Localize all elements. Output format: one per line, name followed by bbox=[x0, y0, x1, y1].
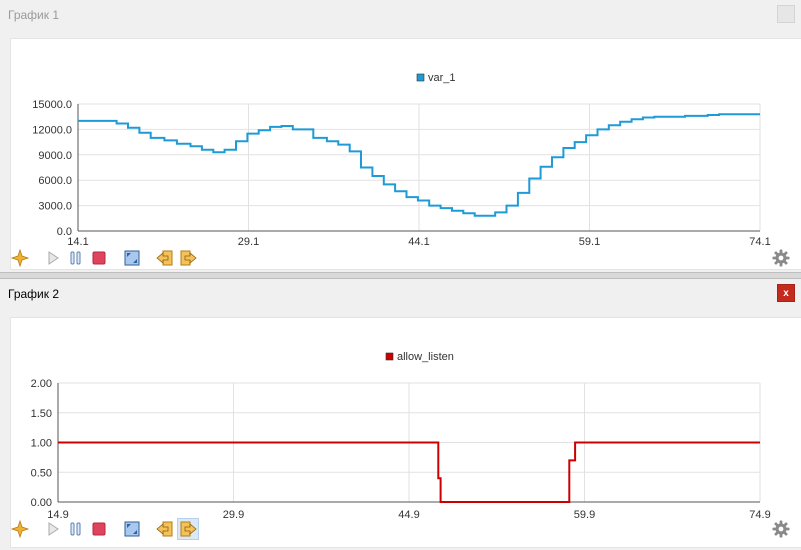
chart-root: var_1 0.0 3000.0 6000.0 9000.0 12000.0 15000.0… bbox=[32, 72, 770, 248]
zoom-fit-icon bbox=[122, 519, 142, 539]
panel-title: График 2 bbox=[8, 287, 60, 301]
scroll-right-icon bbox=[178, 519, 198, 539]
x-tick-label: 44.1 bbox=[408, 236, 429, 248]
y-tick-label: 0.00 bbox=[31, 497, 52, 509]
crosshair-button[interactable] bbox=[10, 519, 30, 539]
stop-button[interactable] bbox=[89, 248, 109, 268]
pause-icon bbox=[66, 519, 86, 539]
y-tick-label: 15000.0 bbox=[32, 99, 72, 111]
zoom-fit-icon bbox=[122, 248, 142, 268]
chart-plot[interactable]: allow_listen 0.00 0.50 1.00 1.50 2.00 14.9 29.9… bbox=[0, 279, 801, 550]
play-icon bbox=[43, 519, 63, 539]
scroll-left-button[interactable] bbox=[155, 519, 175, 539]
play-icon bbox=[43, 248, 63, 268]
play-button[interactable] bbox=[43, 248, 63, 268]
scroll-right-button[interactable] bbox=[178, 248, 198, 268]
play-button[interactable] bbox=[43, 519, 63, 539]
chart-panel-1: График 1 var_1 0.0 3000.0 6000.0 9000.0 12000… bbox=[0, 0, 801, 272]
gear-icon bbox=[771, 248, 791, 268]
y-tick-label: 0.0 bbox=[57, 226, 72, 238]
x-tick-label: 59.1 bbox=[579, 236, 600, 248]
stop-icon bbox=[89, 248, 109, 268]
crosshair-button[interactable] bbox=[10, 248, 30, 268]
gear-icon bbox=[771, 519, 791, 539]
panel-title: График 1 bbox=[8, 8, 60, 22]
crosshair-icon bbox=[10, 519, 30, 539]
stop-icon bbox=[89, 519, 109, 539]
panel-titlebar: График 2 x bbox=[0, 279, 801, 309]
scroll-left-icon bbox=[155, 519, 175, 539]
x-tick-label: 74.1 bbox=[749, 236, 770, 248]
chart-toolbar bbox=[0, 518, 801, 541]
y-tick-label: 12000.0 bbox=[32, 124, 72, 136]
chart-root: allow_listen 0.00 0.50 1.00 1.50 2.00 14.9 29.9… bbox=[31, 351, 771, 521]
scroll-right-button[interactable] bbox=[177, 518, 199, 540]
close-button[interactable] bbox=[777, 5, 795, 23]
pause-icon bbox=[66, 248, 86, 268]
zoom-fit-button[interactable] bbox=[122, 248, 142, 268]
scroll-left-button[interactable] bbox=[155, 248, 175, 268]
series-line bbox=[78, 113, 760, 217]
chart-toolbar bbox=[0, 248, 801, 270]
panel-titlebar: График 1 bbox=[0, 0, 801, 30]
y-tick-label: 1.00 bbox=[31, 438, 52, 450]
legend-swatch bbox=[416, 73, 425, 82]
x-tick-label: 29.9 bbox=[223, 509, 244, 521]
y-tick-label: 0.50 bbox=[31, 467, 52, 479]
chart-panel-2: График 2 x allow_listen 0.00 0.50 1.00 1.50 2… bbox=[0, 279, 801, 550]
scroll-left-icon bbox=[155, 248, 175, 268]
chart-card bbox=[10, 317, 801, 548]
chart-plot[interactable]: var_1 0.0 3000.0 6000.0 9000.0 12000.0 15000.0… bbox=[0, 0, 801, 272]
x-tick-label: 44.9 bbox=[398, 509, 419, 521]
x-tick-label: 14.9 bbox=[47, 509, 68, 521]
y-tick-label: 9000.0 bbox=[38, 150, 72, 162]
x-tick-label: 59.9 bbox=[574, 509, 595, 521]
stop-button[interactable] bbox=[89, 519, 109, 539]
legend-label: allow_listen bbox=[397, 351, 454, 363]
y-tick-label: 3000.0 bbox=[38, 201, 72, 213]
zoom-fit-button[interactable] bbox=[122, 519, 142, 539]
x-tick-label: 14.1 bbox=[67, 236, 88, 248]
y-tick-label: 2.00 bbox=[31, 378, 52, 390]
crosshair-icon bbox=[10, 248, 30, 268]
series-line bbox=[58, 441, 760, 503]
splitter-handle[interactable] bbox=[0, 272, 801, 279]
settings-button[interactable] bbox=[771, 519, 791, 539]
pause-button[interactable] bbox=[66, 519, 86, 539]
settings-button[interactable] bbox=[771, 248, 791, 268]
scroll-right-icon bbox=[178, 248, 198, 268]
y-tick-label: 6000.0 bbox=[38, 175, 72, 187]
legend-swatch bbox=[385, 352, 394, 361]
pause-button[interactable] bbox=[66, 248, 86, 268]
close-button[interactable]: x bbox=[777, 284, 795, 302]
x-tick-label: 74.9 bbox=[749, 509, 770, 521]
y-tick-label: 1.50 bbox=[31, 408, 52, 420]
x-tick-label: 29.1 bbox=[238, 236, 259, 248]
legend-label: var_1 bbox=[428, 72, 456, 84]
